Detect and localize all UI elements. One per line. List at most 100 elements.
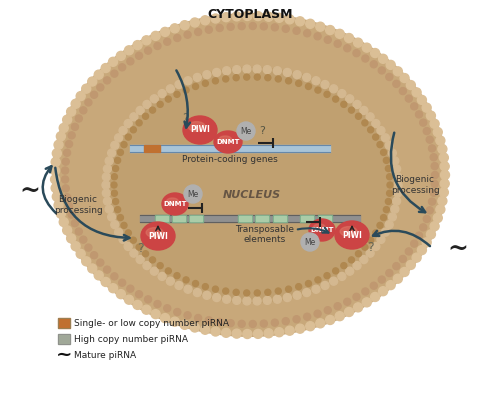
Circle shape xyxy=(406,261,416,269)
Circle shape xyxy=(302,73,310,82)
Circle shape xyxy=(175,282,183,289)
Circle shape xyxy=(382,134,390,142)
Circle shape xyxy=(344,45,351,52)
Circle shape xyxy=(112,174,117,180)
Circle shape xyxy=(346,267,354,275)
Circle shape xyxy=(388,213,396,221)
Circle shape xyxy=(253,297,261,305)
Text: ~: ~ xyxy=(56,346,72,364)
Circle shape xyxy=(420,224,426,231)
Circle shape xyxy=(121,142,127,148)
Circle shape xyxy=(111,70,118,77)
Circle shape xyxy=(104,77,110,84)
Circle shape xyxy=(50,166,59,175)
Text: ~: ~ xyxy=(448,236,468,260)
Circle shape xyxy=(293,291,301,299)
Circle shape xyxy=(353,293,360,300)
Circle shape xyxy=(157,263,163,268)
Bar xyxy=(172,215,186,221)
Circle shape xyxy=(341,263,347,268)
Circle shape xyxy=(222,76,228,82)
Circle shape xyxy=(190,323,200,332)
Circle shape xyxy=(54,201,63,210)
Bar xyxy=(256,215,268,221)
Text: PIWI: PIWI xyxy=(342,230,362,240)
Bar xyxy=(239,215,251,221)
Circle shape xyxy=(362,55,369,62)
Circle shape xyxy=(386,190,392,196)
Text: ~: ~ xyxy=(20,178,40,202)
Circle shape xyxy=(112,190,117,196)
Circle shape xyxy=(370,49,380,57)
Circle shape xyxy=(216,318,223,326)
Circle shape xyxy=(243,65,251,73)
Circle shape xyxy=(426,207,433,214)
Circle shape xyxy=(293,70,301,79)
Circle shape xyxy=(392,197,400,205)
Circle shape xyxy=(56,132,66,141)
Circle shape xyxy=(372,242,380,251)
Circle shape xyxy=(282,318,290,325)
Circle shape xyxy=(233,289,239,295)
Circle shape xyxy=(380,215,386,221)
Circle shape xyxy=(315,277,321,283)
Circle shape xyxy=(222,328,230,337)
Circle shape xyxy=(315,87,321,93)
Bar xyxy=(140,215,360,221)
Circle shape xyxy=(264,296,272,305)
Circle shape xyxy=(321,80,329,89)
Circle shape xyxy=(274,328,283,337)
Circle shape xyxy=(150,95,158,103)
Circle shape xyxy=(112,166,118,171)
Circle shape xyxy=(62,176,68,183)
Circle shape xyxy=(440,171,450,179)
Circle shape xyxy=(410,103,418,110)
Circle shape xyxy=(72,123,78,130)
Circle shape xyxy=(276,288,281,294)
Circle shape xyxy=(254,11,262,21)
Circle shape xyxy=(426,111,436,120)
Circle shape xyxy=(386,281,395,289)
Circle shape xyxy=(158,89,166,97)
Circle shape xyxy=(406,81,416,89)
Circle shape xyxy=(151,31,160,40)
Circle shape xyxy=(136,107,144,114)
Circle shape xyxy=(416,232,422,239)
Circle shape xyxy=(243,297,251,305)
Text: Single- or low copy number piRNA: Single- or low copy number piRNA xyxy=(74,318,229,327)
Circle shape xyxy=(133,301,142,309)
Circle shape xyxy=(216,25,223,32)
Circle shape xyxy=(377,127,385,135)
Bar xyxy=(58,318,70,328)
Circle shape xyxy=(233,75,239,81)
Circle shape xyxy=(392,165,400,173)
Circle shape xyxy=(108,149,116,157)
Circle shape xyxy=(354,38,362,47)
Circle shape xyxy=(124,295,134,304)
Circle shape xyxy=(293,316,300,323)
Circle shape xyxy=(174,308,181,316)
Circle shape xyxy=(166,277,174,285)
Circle shape xyxy=(111,141,119,149)
Circle shape xyxy=(119,236,127,244)
Circle shape xyxy=(112,198,118,204)
Circle shape xyxy=(94,70,103,79)
Text: ?: ? xyxy=(259,126,265,136)
Circle shape xyxy=(316,319,325,328)
Text: Biogenic
processing: Biogenic processing xyxy=(54,195,102,215)
Bar xyxy=(156,215,168,221)
Circle shape xyxy=(192,280,198,287)
Circle shape xyxy=(200,325,209,334)
Circle shape xyxy=(438,196,447,206)
Circle shape xyxy=(400,255,406,263)
Text: CYTOPLASM: CYTOPLASM xyxy=(208,8,293,21)
Circle shape xyxy=(394,181,402,189)
Bar xyxy=(273,215,287,221)
Circle shape xyxy=(306,280,312,287)
Circle shape xyxy=(222,288,228,294)
Circle shape xyxy=(118,279,126,286)
Circle shape xyxy=(62,115,72,124)
Circle shape xyxy=(244,290,250,296)
Circle shape xyxy=(326,26,334,34)
Circle shape xyxy=(183,87,189,93)
